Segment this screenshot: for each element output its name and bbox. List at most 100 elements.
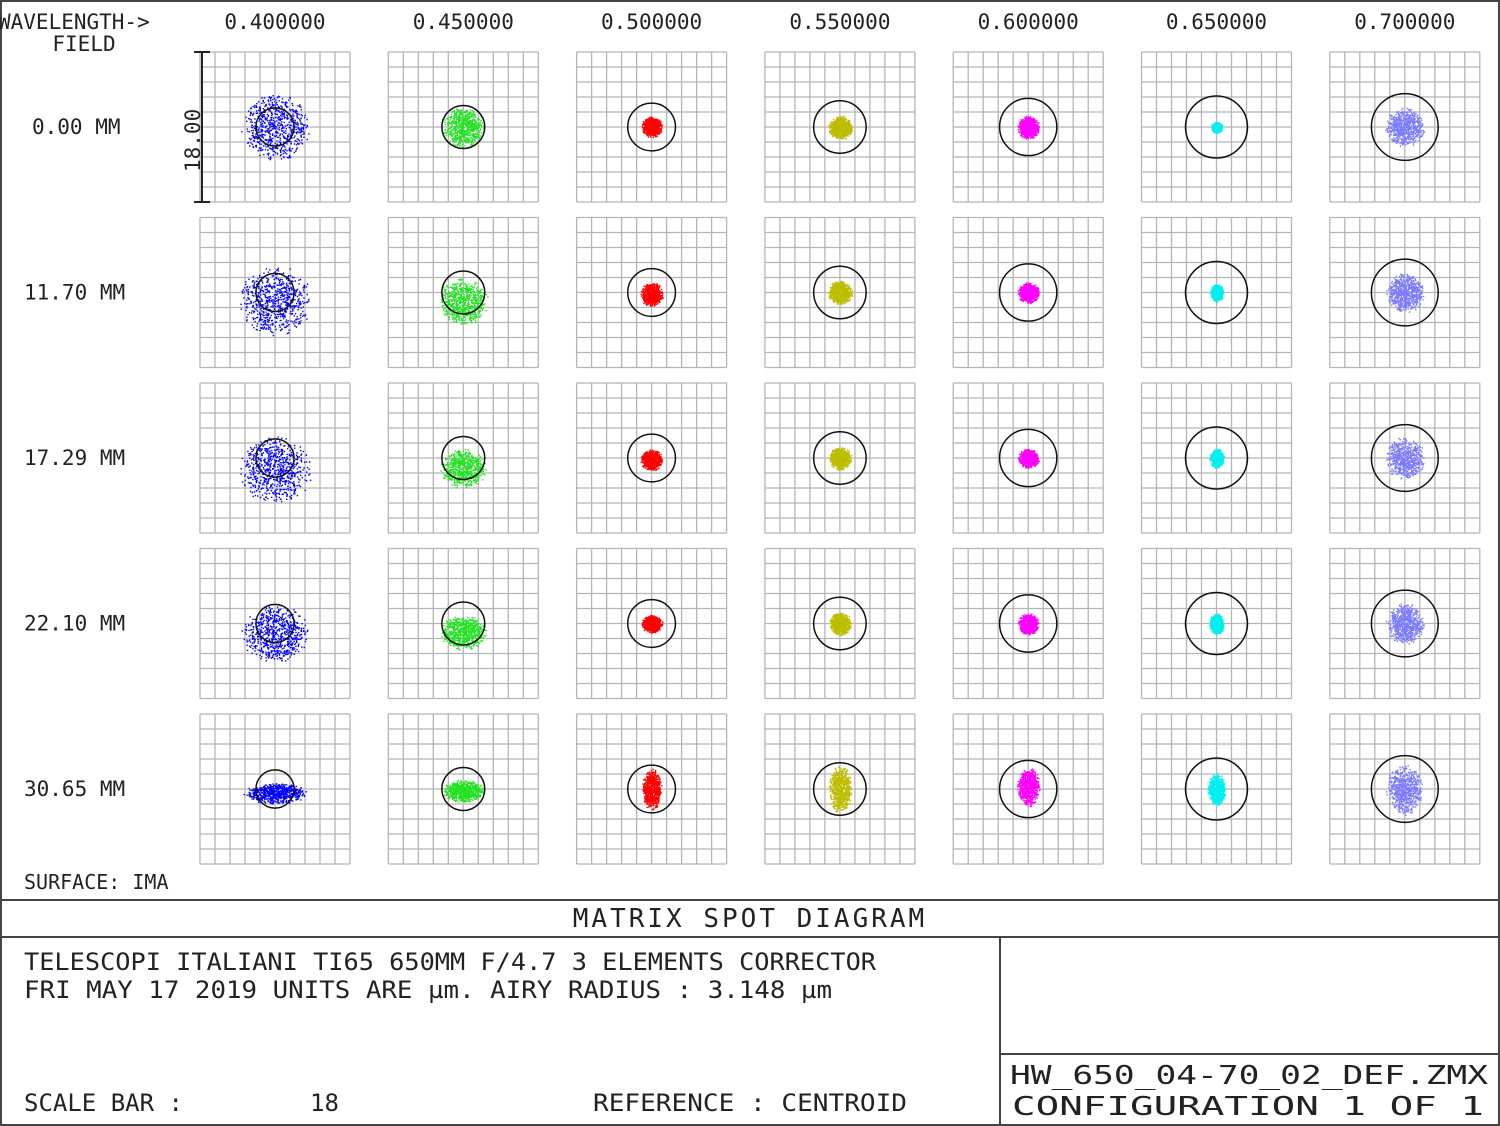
grid [199,547,351,700]
airy-circle [627,267,677,318]
grid [952,547,1104,700]
airy-circle [1184,757,1249,821]
spot-points [828,766,853,813]
spot-cell [199,713,351,865]
spot-points [243,783,307,805]
airy-circle [627,102,677,152]
grid [575,216,728,369]
grid [1140,51,1293,203]
spot-points [1017,448,1040,469]
spot-points [640,449,663,472]
airy-circle [627,764,677,814]
airy-circle [1184,260,1249,325]
spot-points [443,779,485,803]
airy-circle [441,766,486,812]
grid [764,382,916,534]
wavelength-label: 0.650000 [1166,10,1267,34]
grid [199,216,351,369]
airy-circle [441,601,486,646]
configuration-label: CONFIGURATION 1 OF 1 [1012,1092,1484,1122]
spot-cell [575,382,728,534]
airy-circle [441,104,486,150]
spot-points [1210,284,1225,303]
filename-label: HW_650_04-70_02_DEF.ZMX [1010,1061,1488,1091]
grid [1140,216,1293,369]
scale-bar-value: 18 [310,1089,339,1117]
spot-cell [952,51,1104,203]
surface-label: SURFACE: IMA [24,870,169,894]
spot-cell [387,713,539,865]
airy-circle [998,428,1058,488]
airy-circle [255,438,295,478]
field-label: 0.00 MM [32,115,121,139]
wavelength-label: 0.400000 [224,10,325,34]
scale-bar-label: SCALE BAR : [24,1089,183,1117]
grid [952,216,1104,369]
airy-circle [1184,426,1249,490]
diagram-title: MATRIX SPOT DIAGRAM [573,904,927,934]
airy-circle [1370,92,1439,162]
spot-cell [575,51,728,203]
airy-circle [1370,258,1439,327]
grid [1140,713,1293,865]
airy-circle [812,431,867,485]
spot-points [1385,603,1425,645]
spot-points [1385,107,1426,147]
spot-cell [387,547,539,700]
airy-circle [998,97,1058,157]
airy-circle [998,263,1058,322]
spot-points [828,280,854,306]
spot-cell [199,51,351,203]
spot-cell [1140,216,1293,369]
spot-points [1207,772,1226,807]
description-line-1: TELESCOPI ITALIANI TI65 650MM F/4.7 3 EL… [24,948,877,976]
spot-points [440,448,487,489]
airy-circle [255,272,295,313]
spot-points [240,436,312,503]
spot-points [440,278,489,325]
airy-circle [1370,754,1439,824]
spot-points [829,612,852,637]
field-header-label: FIELD [52,32,115,56]
spot-cell [1329,382,1481,534]
spot-points [641,116,664,139]
airy-circle [255,769,295,809]
spot-cell [952,382,1104,534]
spot-points [1209,449,1225,469]
spot-cell [575,216,728,369]
grid [575,51,728,203]
spot-cell [387,382,539,534]
airy-circle [998,759,1058,819]
spot-cell [1329,547,1481,700]
spot-cell [1329,51,1481,203]
wavelength-label: 0.550000 [789,10,890,34]
grid [952,382,1104,534]
spot-points [829,447,853,471]
spot-cell [764,713,916,865]
scale-bar-line [194,51,210,203]
spot-cell [952,216,1104,369]
grid [1329,51,1481,203]
wavelength-label: 0.600000 [978,10,1079,34]
spot-points [1018,613,1040,636]
spot-points [1017,768,1041,808]
spot-cell [199,547,351,700]
field-label: 11.70 MM [24,281,125,305]
airy-circle [441,435,486,481]
airy-circle [255,603,295,644]
field-label: 17.29 MM [24,446,125,470]
spot-points [441,616,488,651]
spot-points [1385,765,1423,816]
grid [952,51,1104,203]
spot-cell [199,216,351,369]
airy-circle [441,270,486,315]
wavelength-label: 0.450000 [413,10,514,34]
reference-label: REFERENCE : CENTROID [593,1089,907,1117]
airy-circle [627,433,677,483]
wavelength-header-label: WAVELENGTH-> [0,10,150,34]
grid [764,51,916,203]
spot-cell [764,382,916,534]
grid [575,382,728,534]
